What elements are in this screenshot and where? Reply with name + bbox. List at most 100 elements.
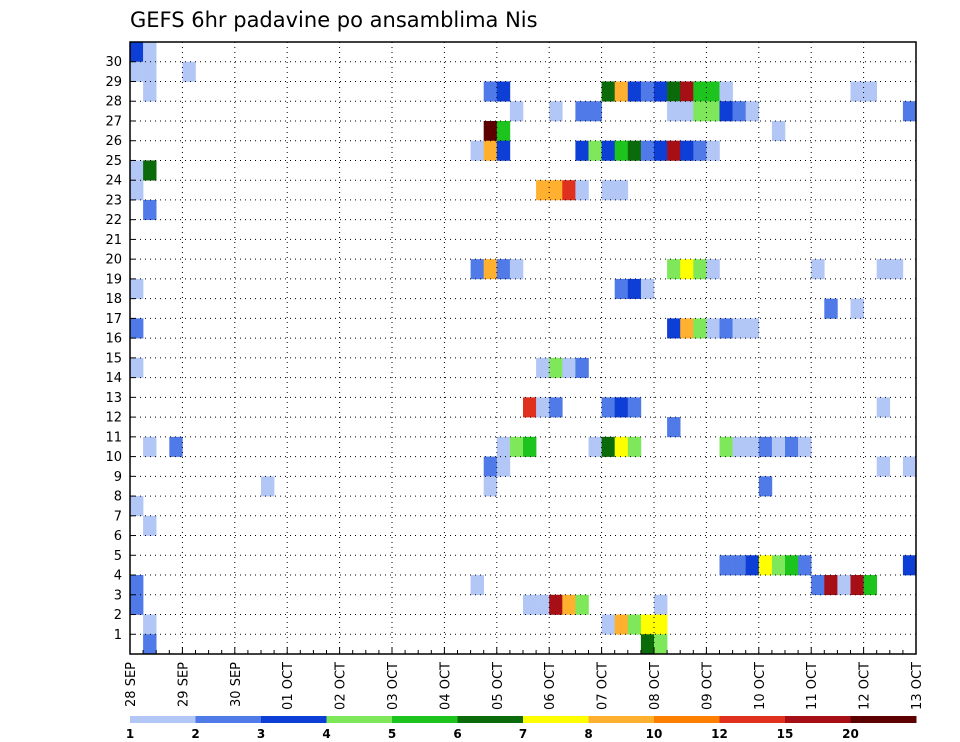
grid-lines bbox=[130, 42, 916, 654]
y-tick-label: 14 bbox=[105, 371, 122, 386]
heat-cell bbox=[758, 436, 773, 457]
x-tick-label: 28 SEP bbox=[124, 662, 139, 707]
heat-cell bbox=[562, 594, 576, 615]
heat-cell bbox=[627, 614, 642, 635]
x-tick-label: 01 OCT bbox=[281, 662, 296, 710]
heat-cell bbox=[732, 318, 746, 339]
legend-swatch bbox=[130, 716, 196, 723]
heat-cell bbox=[785, 436, 799, 457]
heat-cell bbox=[523, 436, 537, 457]
legend-tick-label: 20 bbox=[842, 727, 859, 741]
legend-tick-label: 7 bbox=[519, 727, 527, 741]
heat-cell bbox=[470, 575, 484, 596]
y-tick-label: 28 bbox=[105, 95, 122, 110]
heat-cell bbox=[785, 555, 799, 576]
heat-cell bbox=[627, 278, 642, 299]
x-tick-label: 08 OCT bbox=[648, 662, 663, 710]
heat-cell bbox=[614, 180, 629, 201]
legend-tick-label: 3 bbox=[257, 727, 265, 741]
heat-cell bbox=[601, 397, 615, 418]
y-tick-label: 27 bbox=[105, 114, 122, 129]
y-tick-label: 19 bbox=[105, 272, 122, 287]
heat-cell bbox=[745, 101, 760, 122]
heat-cell bbox=[732, 101, 746, 122]
x-tick-label: 07 OCT bbox=[596, 662, 611, 710]
y-tick-label: 3 bbox=[114, 588, 122, 603]
heat-cell bbox=[483, 456, 498, 477]
heat-cell bbox=[130, 357, 144, 378]
heat-cell bbox=[601, 140, 615, 161]
heat-cell bbox=[130, 496, 144, 517]
y-tick-label: 11 bbox=[105, 430, 122, 445]
y-tick-label: 12 bbox=[105, 411, 122, 426]
heat-cell bbox=[824, 575, 838, 596]
heat-cell bbox=[798, 555, 812, 576]
heat-cell bbox=[130, 180, 144, 201]
heat-cell bbox=[549, 357, 563, 378]
heat-cell bbox=[130, 42, 144, 63]
legend-tick-label: 5 bbox=[388, 727, 396, 741]
heat-cell bbox=[706, 81, 720, 102]
heat-cell bbox=[614, 436, 629, 457]
heat-cell bbox=[509, 436, 524, 457]
heat-cell bbox=[509, 101, 524, 122]
legend-swatch bbox=[523, 716, 589, 723]
heat-cell bbox=[811, 575, 825, 596]
y-tick-label: 1 bbox=[114, 628, 122, 643]
heat-cell bbox=[143, 436, 157, 457]
heat-cell bbox=[614, 278, 629, 299]
heat-cell bbox=[483, 259, 498, 280]
x-tick-label: 10 OCT bbox=[753, 662, 768, 710]
heat-cell bbox=[588, 140, 602, 161]
heat-cell bbox=[169, 436, 183, 457]
x-tick-label: 09 OCT bbox=[700, 662, 715, 710]
heat-cell bbox=[601, 180, 615, 201]
heat-cell bbox=[523, 397, 537, 418]
heat-cell bbox=[614, 81, 629, 102]
heat-cell bbox=[470, 140, 484, 161]
heat-cell bbox=[143, 81, 157, 102]
y-tick-label: 17 bbox=[105, 312, 122, 327]
heat-cell bbox=[706, 140, 720, 161]
heat-cell bbox=[562, 180, 576, 201]
heat-cell bbox=[837, 575, 851, 596]
heat-cell bbox=[575, 357, 589, 378]
heat-cell bbox=[811, 259, 825, 280]
heat-cell bbox=[719, 81, 733, 102]
heat-cell bbox=[130, 160, 144, 181]
heat-cell bbox=[549, 180, 563, 201]
x-tick-label: 13 OCT bbox=[910, 662, 925, 710]
heat-cell bbox=[575, 180, 589, 201]
heat-cell bbox=[640, 278, 655, 299]
heat-cell bbox=[496, 456, 511, 477]
legend-tick-label: 15 bbox=[777, 727, 794, 741]
heat-cell bbox=[889, 259, 904, 280]
heat-cell bbox=[732, 555, 746, 576]
y-tick-label: 13 bbox=[105, 391, 122, 406]
legend-swatch bbox=[392, 716, 458, 723]
heat-cell bbox=[575, 594, 589, 615]
y-tick-label: 18 bbox=[105, 292, 122, 307]
heat-cell bbox=[143, 61, 157, 82]
heat-cell bbox=[745, 555, 760, 576]
heat-cell bbox=[693, 101, 707, 122]
heat-cell bbox=[667, 140, 681, 161]
heat-cell bbox=[483, 476, 498, 497]
heat-cell bbox=[667, 101, 681, 122]
heat-cell bbox=[745, 436, 760, 457]
legend-tick-label: 4 bbox=[322, 727, 330, 741]
legend-tick-label: 1 bbox=[126, 727, 134, 741]
heat-cell bbox=[640, 614, 655, 635]
y-tick-label: 22 bbox=[105, 213, 122, 228]
heat-cell bbox=[654, 614, 668, 635]
x-tick-label: 29 SEP bbox=[176, 662, 191, 707]
heat-cell bbox=[509, 259, 524, 280]
heat-cell bbox=[693, 318, 707, 339]
heat-cell bbox=[719, 101, 733, 122]
y-tick-label: 25 bbox=[105, 154, 122, 169]
heat-cell bbox=[680, 81, 694, 102]
x-axis: 28 SEP 29 SEP 30 SEP 01 OCT 02 OCT 03 OCT 04 O… bbox=[124, 647, 925, 710]
heat-cell bbox=[523, 594, 537, 615]
y-axis: 1234567891011121314151617181920212223242… bbox=[105, 55, 135, 643]
